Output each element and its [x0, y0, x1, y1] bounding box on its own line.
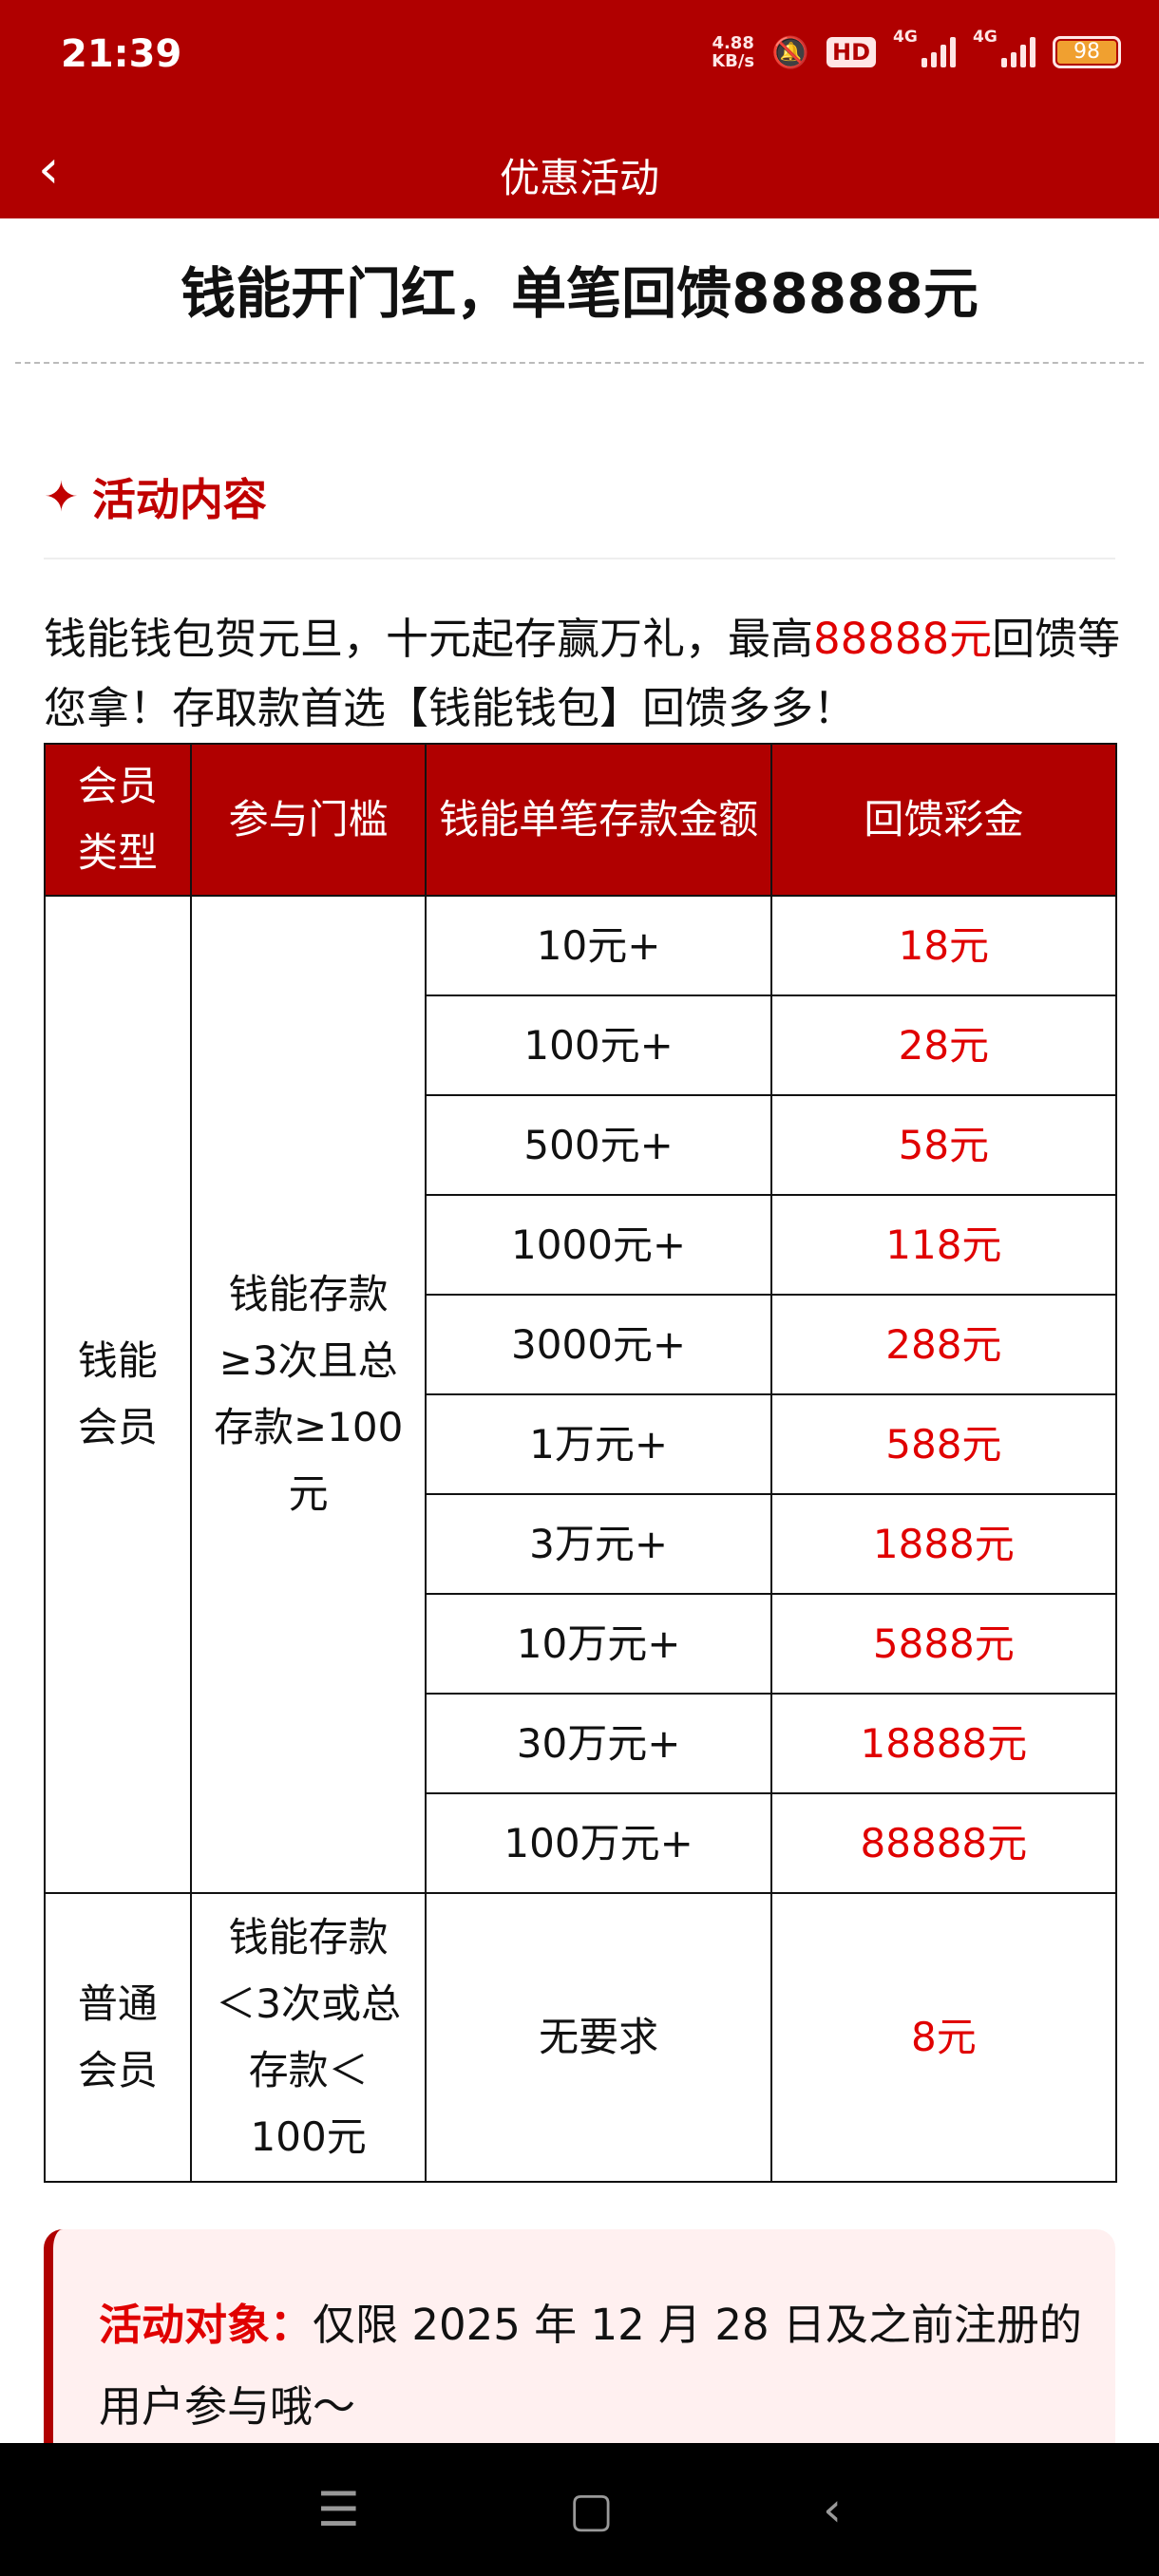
bell-muted-icon: 🔕: [771, 34, 809, 70]
menu-icon[interactable]: ☰: [316, 2482, 360, 2537]
table-row: 30万元+ 18888元: [45, 1693, 1118, 1794]
table-row: 500元+ 58元: [45, 1094, 1118, 1196]
section-heading: ✦ 活动内容: [44, 472, 267, 526]
bonus-amount: 18元: [770, 895, 1118, 996]
clock: 21:39: [61, 32, 182, 76]
table-row: 3000元+ 288元: [45, 1294, 1118, 1395]
hd-icon: HD: [826, 37, 876, 67]
bonus-amount: 88888元: [770, 1792, 1118, 1894]
table-row: 100元+ 28元: [45, 994, 1118, 1096]
promo-title: 钱能开门红，单笔回馈88888元: [180, 261, 978, 326]
table-row: 钱能会员 钱能存款≥3次且总存款≥100元 10元+ 18元: [44, 895, 1118, 1894]
bonus-amount: 28元: [770, 994, 1118, 1096]
table-row: 1000元+ 118元: [45, 1194, 1118, 1296]
threshold: 钱能存款≥3次且总存款≥100元: [189, 895, 428, 1894]
battery-icon: 98: [1053, 36, 1121, 68]
bonus-table: 会员类型 参与门槛 钱能单笔存款金额 回馈彩金 钱能会员 钱能存款≥3次且总存款≥…: [44, 743, 1118, 2183]
bonus-amount: 18888元: [770, 1693, 1118, 1794]
deposit-amount: 500元+: [425, 1094, 772, 1196]
page-title: 优惠活动: [499, 155, 659, 201]
deposit-amount: 3万元+: [425, 1493, 772, 1595]
signal-icon: 4G: [973, 28, 1036, 67]
table-row: 1万元+ 588元: [45, 1393, 1118, 1495]
network-speed: 4.88 KB/s: [712, 33, 755, 71]
deposit-amount: 100万元+: [425, 1792, 772, 1894]
table-row: 10万元+ 5888元: [45, 1593, 1118, 1695]
bonus-amount: 5888元: [770, 1593, 1118, 1695]
sparkle-icon: ✦: [44, 472, 79, 521]
deposit-amount: 10元+: [425, 895, 772, 996]
back-button[interactable]: ‹: [38, 139, 60, 200]
bonus-amount: 1888元: [770, 1493, 1118, 1595]
divider: [15, 362, 1144, 364]
bonus-amount: 588元: [770, 1393, 1118, 1495]
member-type: 钱能会员: [44, 895, 192, 1894]
home-icon[interactable]: ▢: [568, 2482, 615, 2537]
table-row: 3万元+ 1888元: [45, 1493, 1118, 1595]
description: 钱能钱包贺元旦，十元起存赢万礼，最高88888元回馈等您拿！存取款首选【钱能钱包…: [44, 614, 1121, 733]
table-header: 会员类型 参与门槛 钱能单笔存款金额 回馈彩金: [44, 743, 1118, 897]
table-row: 普通会员 钱能存款＜3次或总存款＜100元 无要求 8元: [44, 1892, 1118, 2183]
app-bar: ‹ 优惠活动: [0, 123, 1159, 218]
divider: [44, 558, 1115, 559]
system-nav-bar: ☰ ▢ ‹: [0, 2443, 1159, 2576]
bonus-amount: 118元: [770, 1194, 1118, 1296]
deposit-amount: 1000元+: [425, 1194, 772, 1296]
table-row: 100万元+ 88888元: [45, 1792, 1118, 1894]
bonus-amount: 288元: [770, 1294, 1118, 1395]
deposit-amount: 30万元+: [425, 1693, 772, 1794]
deposit-amount: 100元+: [425, 994, 772, 1096]
deposit-amount: 10万元+: [425, 1593, 772, 1695]
status-bar: 21:39 4.88 KB/s 🔕 HD 4G 4G 98: [0, 0, 1159, 123]
signal-icon: 4G: [893, 28, 956, 67]
deposit-amount: 1万元+: [425, 1393, 772, 1495]
back-icon[interactable]: ‹: [823, 2482, 843, 2537]
bonus-amount: 58元: [770, 1094, 1118, 1196]
deposit-amount: 3000元+: [425, 1294, 772, 1395]
